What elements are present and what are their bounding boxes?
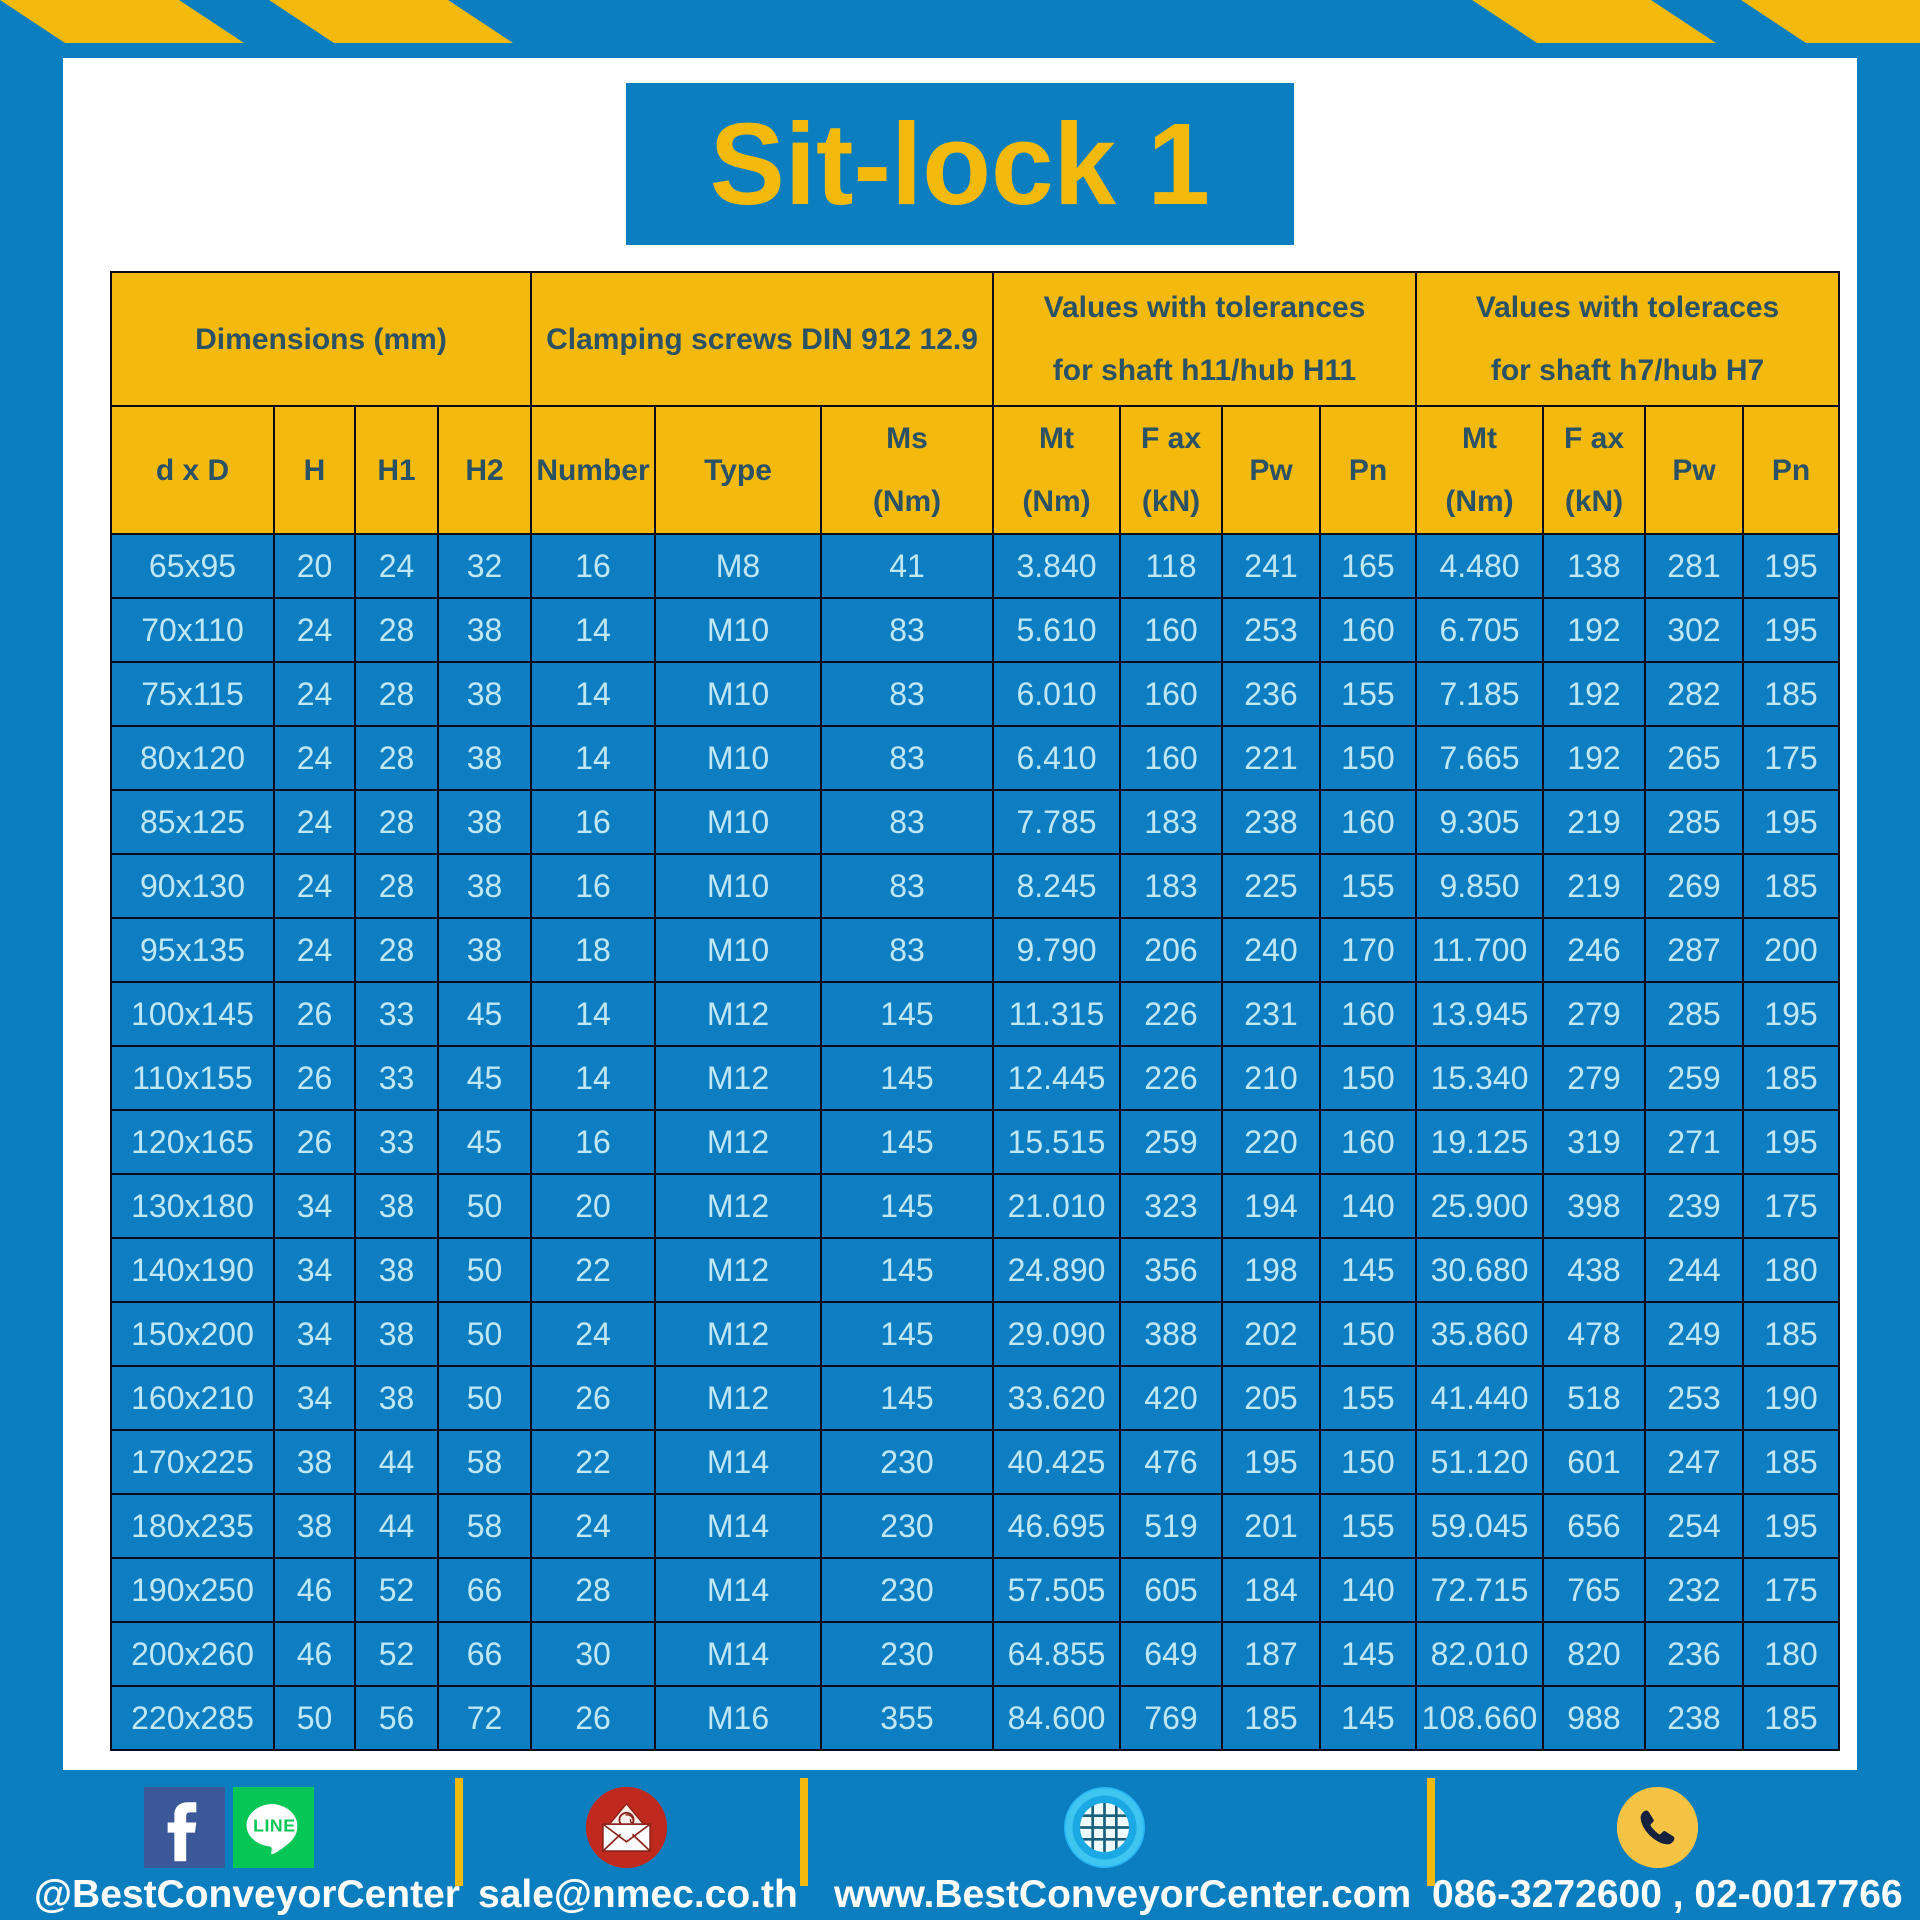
svg-text:LINE: LINE bbox=[253, 1816, 295, 1836]
